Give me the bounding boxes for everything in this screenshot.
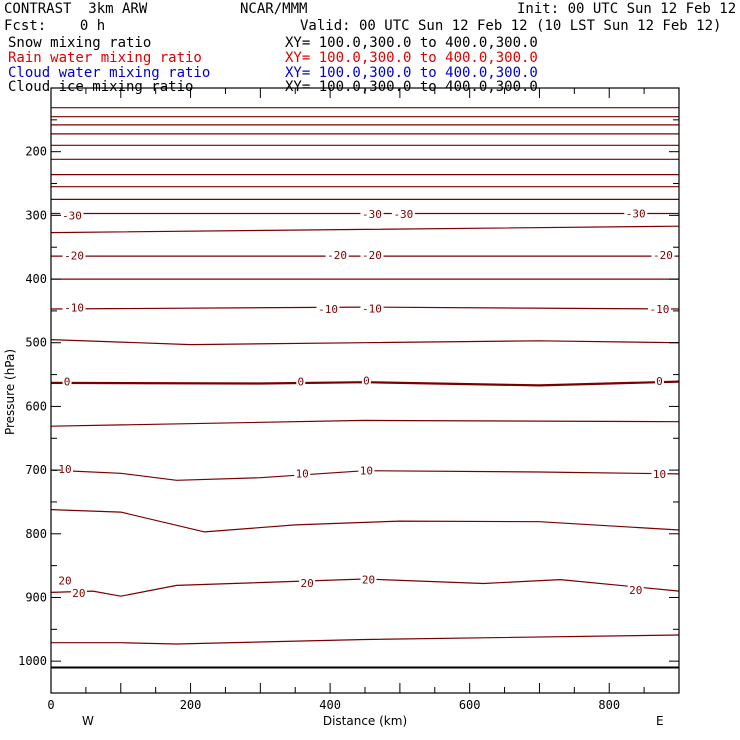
contour-label-background xyxy=(56,462,73,475)
field-label-cloud-water: Cloud water mixing ratio xyxy=(8,65,211,81)
contour-label-background xyxy=(62,375,72,388)
contour-label-background xyxy=(360,208,384,221)
contour-label: 0 xyxy=(64,376,71,389)
y-tick-label: 800 xyxy=(25,527,47,541)
contour-label-background xyxy=(316,302,340,315)
contour-label: -30 xyxy=(362,208,382,221)
model-title: CONTRAST 3km ARW xyxy=(4,1,148,17)
field-xy-cloud-ice: XY= 100.0,300.0 to 400.0,300.0 xyxy=(285,79,538,95)
contour-label-background xyxy=(651,248,675,261)
contour-label: -20 xyxy=(362,249,382,262)
contour-label-background xyxy=(358,464,375,477)
contour-label: -30 xyxy=(626,207,646,220)
contour-label: -30 xyxy=(393,208,413,221)
contour-label: -10 xyxy=(64,302,84,315)
east-label: E xyxy=(656,714,664,728)
contour-label: 20 xyxy=(72,587,85,600)
init-time: Init: 00 UTC Sun 12 Feb 12 xyxy=(517,1,737,17)
contour-label-background xyxy=(56,574,73,587)
y-tick-label: 200 xyxy=(25,145,47,159)
field-xy-cloud-water: XY= 100.0,300.0 to 400.0,300.0 xyxy=(285,65,538,81)
contour-label-background xyxy=(647,302,671,315)
contour-label-background xyxy=(299,576,316,589)
contour-line xyxy=(50,339,680,346)
contour-label-background xyxy=(60,209,84,222)
x-tick-label: 200 xyxy=(180,698,202,712)
y-tick-label: 700 xyxy=(25,463,47,477)
contour-label-background xyxy=(627,583,644,596)
field-label-cloud-ice: Cloud ice mixing ratio xyxy=(8,79,194,95)
contour-label-background xyxy=(360,248,384,261)
contour-label: 20 xyxy=(58,574,71,587)
y-tick-label: 400 xyxy=(25,272,47,286)
contour-label: 20 xyxy=(629,584,642,597)
contour-label: 10 xyxy=(296,467,309,480)
contour-line xyxy=(50,225,680,234)
contour-label: -30 xyxy=(62,209,82,222)
x-tick-label: 600 xyxy=(459,698,481,712)
west-label: W xyxy=(82,714,94,728)
contour-label-background xyxy=(294,467,311,480)
contour-label: 20 xyxy=(300,577,313,590)
contour-labels: -30 -30 -30 -30 -20 -20 -20 -20 -10 -10 -10 -10 0 0 0 0… xyxy=(56,207,675,600)
y-tick-label: 500 xyxy=(25,336,47,350)
y-axis-label: Pressure (hPa) xyxy=(3,349,17,435)
plot-frame xyxy=(50,87,680,694)
contour-label-background xyxy=(360,573,377,586)
field-xy-rain: XY= 100.0,300.0 to 400.0,300.0 xyxy=(285,50,538,66)
contour-label-background xyxy=(624,207,648,220)
contour-label: 10 xyxy=(360,465,373,478)
x-axis-ticks: 0 200 400 600 800 xyxy=(47,88,680,712)
x-tick-label: 400 xyxy=(319,698,341,712)
contour-line xyxy=(51,634,680,645)
y-tick-label: 1000 xyxy=(18,654,47,668)
x-tick-label: 800 xyxy=(598,698,620,712)
contour-line xyxy=(50,509,680,533)
field-xy-snow: XY= 100.0,300.0 to 400.0,300.0 xyxy=(285,35,538,51)
contour-label-background xyxy=(325,248,349,261)
contour-label-background xyxy=(62,249,86,262)
contour-label: 10 xyxy=(58,463,71,476)
contour-label-background xyxy=(70,587,87,600)
x-axis-label: Distance (km) xyxy=(323,714,407,728)
y-tick-label: 900 xyxy=(25,590,47,604)
field-label-rain: Rain water mixing ratio xyxy=(8,50,202,66)
contour-line xyxy=(50,419,680,427)
contour-label: -20 xyxy=(64,249,84,262)
contour-label-background xyxy=(651,467,668,480)
center-title: NCAR/MMM xyxy=(240,1,308,17)
forecast-hour: Fcst: 0 h xyxy=(4,18,106,34)
contour-label-background xyxy=(391,208,415,221)
contour-label-background xyxy=(654,374,664,387)
contour-label-background xyxy=(360,302,384,315)
contour-label: -10 xyxy=(318,303,338,316)
valid-time: Valid: 00 UTC Sun 12 Feb 12 (10 LST Sun … xyxy=(300,18,722,34)
contour-label-background xyxy=(296,375,306,388)
contour-label: -10 xyxy=(362,302,382,315)
contour-line xyxy=(50,469,680,481)
contour-label-background xyxy=(62,301,86,314)
y-tick-label: 600 xyxy=(25,399,47,413)
contour-label: 0 xyxy=(297,376,304,389)
contour-label: 0 xyxy=(656,375,663,388)
contour-label: -20 xyxy=(653,249,673,262)
field-label-snow: Snow mixing ratio xyxy=(8,35,152,51)
contour-label: -10 xyxy=(650,303,670,316)
contour-label: 20 xyxy=(362,574,375,587)
contour-label: 10 xyxy=(653,468,666,481)
y-tick-label: 300 xyxy=(25,208,47,222)
contour-label: 0 xyxy=(363,374,370,387)
contour-line xyxy=(50,578,680,597)
x-tick-label: 0 xyxy=(47,698,54,712)
contour-label: -20 xyxy=(327,249,347,262)
contour-label-background xyxy=(361,374,371,387)
